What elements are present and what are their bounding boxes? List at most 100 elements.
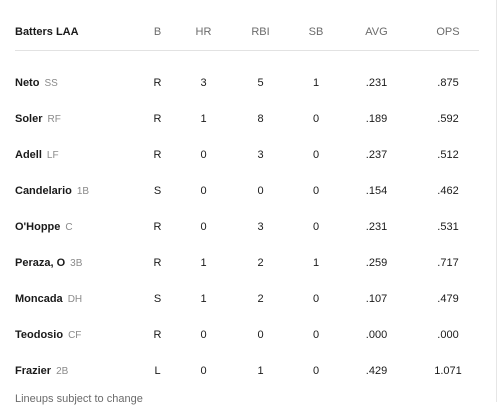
stolen-bases-cell: 0 xyxy=(312,329,320,341)
batting-average-cell: .429 xyxy=(365,365,388,377)
player-cell: Soler RF xyxy=(15,101,133,137)
home-runs-cell: 0 xyxy=(200,149,207,161)
stolen-bases-cell: 0 xyxy=(312,149,320,161)
player-position: CF xyxy=(68,330,82,341)
bats-cell: R xyxy=(153,329,162,341)
header-runs-batted-in: RBI xyxy=(225,14,296,51)
rbi-cell: 0 xyxy=(257,185,264,197)
stolen-bases-cell: 0 xyxy=(312,221,320,233)
ops-cell: .531 xyxy=(437,221,459,233)
player-name[interactable]: Teodosio xyxy=(15,329,64,341)
header-home-runs: HR xyxy=(182,14,225,51)
player-name[interactable]: Moncada xyxy=(15,293,63,305)
bats-cell: R xyxy=(153,77,162,89)
table-body: Neto SS R 3 5 1.231.875 Soler RF R 1 8 0.189.592 Ade… xyxy=(15,51,479,390)
table-row: Peraza, O 3B R 1 2 1 .259 .717 xyxy=(15,245,479,281)
player-cell: O'Hoppe C xyxy=(15,209,133,245)
table-row: Neto SS R 3 5 1 .231 .875 xyxy=(15,51,479,102)
home-runs-cell: 1 xyxy=(200,293,207,305)
table-row: O'Hoppe C R 0 3 0 .231 .531 xyxy=(15,209,479,245)
batting-average-cell: .154 xyxy=(365,185,388,197)
player-position: 3B xyxy=(70,258,83,269)
table-row: Candelario 1B S 0 0 0 .154 .462 xyxy=(15,173,479,209)
player-cell: Candelario 1B xyxy=(15,173,133,209)
bats-cell: S xyxy=(153,185,162,197)
rbi-cell: 2 xyxy=(257,257,264,269)
table-header-row: Batters LAA B HR RBI SB AVG OPS xyxy=(15,14,479,51)
player-position: 2B xyxy=(56,366,69,377)
player-cell: Neto SS xyxy=(15,51,133,102)
rbi-cell: 1 xyxy=(257,365,264,377)
ops-cell: .479 xyxy=(437,293,459,305)
player-cell: Teodosio CF xyxy=(15,317,133,353)
rbi-cell: 8 xyxy=(257,113,264,125)
player-position: DH xyxy=(67,294,83,305)
ops-cell: .875 xyxy=(437,77,459,89)
player-name[interactable]: Neto xyxy=(15,77,40,89)
batting-average-cell: .000 xyxy=(365,329,388,341)
bats-cell: R xyxy=(153,113,162,125)
player-name[interactable]: O'Hoppe xyxy=(15,221,61,233)
home-runs-cell: 0 xyxy=(200,329,207,341)
player-position: LF xyxy=(46,150,59,161)
table-row: Soler RF R 1 8 0 .189 .592 xyxy=(15,101,479,137)
rbi-cell: 3 xyxy=(257,149,264,161)
stolen-bases-cell: 0 xyxy=(312,113,320,125)
ops-cell: 1.071 xyxy=(434,365,462,377)
player-cell: Adell LF xyxy=(15,137,133,173)
batting-average-cell: .107 xyxy=(365,293,388,305)
stolen-bases-cell: 1 xyxy=(312,77,320,89)
player-position: RF xyxy=(47,114,61,125)
player-name[interactable]: Candelario xyxy=(15,185,72,197)
home-runs-cell: 0 xyxy=(200,221,207,233)
table-row: Teodosio CF R 0 0 0 .000 .000 xyxy=(15,317,479,353)
player-position: 1B xyxy=(76,186,90,197)
batting-average-cell: .231 xyxy=(365,221,388,233)
player-cell: Frazier 2B xyxy=(15,353,133,389)
player-name[interactable]: Peraza, O xyxy=(15,257,66,269)
batting-average-cell: .237 xyxy=(365,149,388,161)
ops-cell: .000 xyxy=(437,329,459,341)
stolen-bases-cell: 0 xyxy=(312,293,320,305)
ops-cell: .592 xyxy=(437,113,459,125)
ops-cell: .717 xyxy=(437,257,459,269)
batters-table: Batters LAA B HR RBI SB AVG OPS Neto SS R 3… xyxy=(15,14,479,389)
rbi-cell: 5 xyxy=(257,77,264,89)
bats-cell: S xyxy=(153,293,162,305)
header-batting-average: AVG xyxy=(336,14,417,51)
player-position: C xyxy=(65,222,73,233)
table-row: Adell LF R 0 3 0 .237 .512 xyxy=(15,137,479,173)
lineup-footnote: Lineups subject to change xyxy=(15,393,143,405)
batting-average-cell: .259 xyxy=(365,257,388,269)
stolen-bases-cell: 1 xyxy=(312,257,320,269)
home-runs-cell: 1 xyxy=(200,257,207,269)
header-bats: B xyxy=(133,14,182,51)
player-name[interactable]: Frazier xyxy=(15,365,52,377)
table-row: Frazier 2B L 0 1 0 .429 1.071 xyxy=(15,353,479,389)
ops-cell: .512 xyxy=(437,149,459,161)
rbi-cell: 2 xyxy=(257,293,264,305)
ops-cell: .462 xyxy=(437,185,459,197)
rbi-cell: 0 xyxy=(257,329,264,341)
home-runs-cell: 3 xyxy=(200,77,207,89)
table-row: Moncada DH S 1 2 0 .107 .479 xyxy=(15,281,479,317)
stolen-bases-cell: 0 xyxy=(312,185,320,197)
header-on-base-plus-slugging: OPS xyxy=(417,14,479,51)
bats-cell: R xyxy=(153,221,162,233)
player-name[interactable]: Adell xyxy=(15,149,42,161)
batting-average-cell: .189 xyxy=(365,113,388,125)
player-cell: Moncada DH xyxy=(15,281,133,317)
bats-cell: R xyxy=(153,149,162,161)
player-name[interactable]: Soler xyxy=(15,113,43,125)
stolen-bases-cell: 0 xyxy=(312,365,320,377)
header-team-batters: Batters LAA xyxy=(15,14,133,51)
rbi-cell: 3 xyxy=(257,221,264,233)
bats-cell: R xyxy=(153,257,162,269)
player-position: SS xyxy=(44,78,58,89)
home-runs-cell: 0 xyxy=(200,365,207,377)
bats-cell: L xyxy=(154,365,161,377)
home-runs-cell: 1 xyxy=(200,113,207,125)
home-runs-cell: 0 xyxy=(200,185,207,197)
header-stolen-bases: SB xyxy=(296,14,336,51)
